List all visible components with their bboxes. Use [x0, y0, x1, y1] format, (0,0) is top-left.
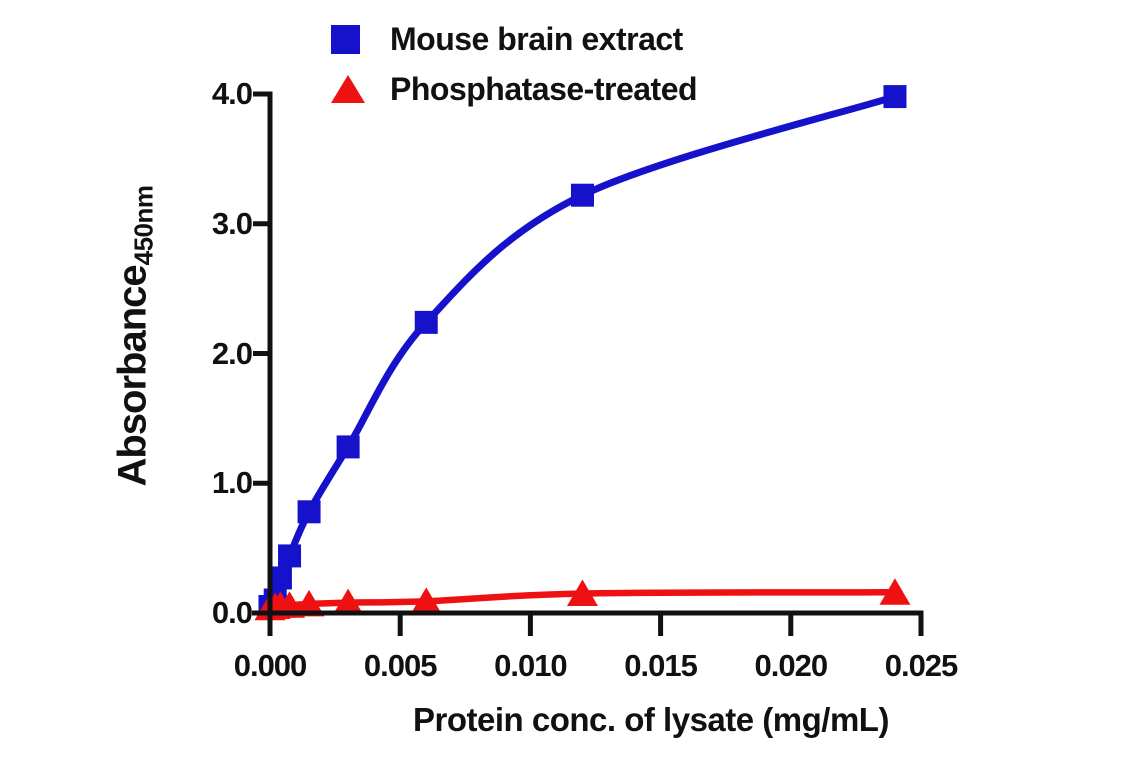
x-axis-title: Protein conc. of lysate (mg/mL) — [413, 701, 889, 738]
legend-item-phosphatase-treated: Phosphatase-treated — [331, 64, 698, 114]
y-axis-title: Absorbance450nm — [111, 185, 160, 486]
x-tick-label: 0.000 — [233, 648, 308, 683]
y-tick-label: 0.0 — [211, 595, 253, 630]
x-tick-label: 0.020 — [754, 648, 829, 683]
legend-swatch-wrap — [331, 24, 390, 54]
square-marker — [297, 500, 321, 524]
legend-label-phosphatase-treated: Phosphatase-treated — [390, 70, 698, 107]
legend-swatch-wrap — [331, 75, 390, 103]
triangle-marker-icon — [331, 75, 365, 103]
x-tick-label: 0.005 — [363, 648, 438, 683]
legend: Mouse brain extract Phosphatase-treated — [331, 14, 698, 114]
square-marker — [336, 435, 360, 459]
y-tick-label: 2.0 — [211, 335, 253, 371]
triangle-marker — [879, 578, 911, 605]
y-tick-label: 1.0 — [211, 465, 253, 501]
square-marker — [570, 183, 594, 207]
series-line-mouse-brain-extract — [266, 93, 899, 611]
legend-item-mouse-brain-extract: Mouse brain extract — [331, 14, 697, 64]
square-marker-icon — [331, 24, 360, 54]
square-marker — [883, 85, 907, 109]
y-tick-label: 3.0 — [211, 205, 253, 241]
x-tick-label: 0.015 — [624, 648, 698, 683]
triangle-marker — [410, 587, 442, 614]
x-tick-label: 0.025 — [884, 648, 959, 683]
square-marker — [278, 544, 302, 568]
triangle-marker — [566, 579, 598, 607]
square-marker — [414, 310, 438, 334]
y-tick-label: 4.0 — [211, 76, 253, 111]
triangle-marker — [332, 588, 364, 616]
y-axis-title-subscript: 450nm — [128, 185, 159, 266]
triangle-marker — [293, 589, 325, 617]
y-axis-title-main: Absorbance — [110, 265, 155, 487]
square-marker — [268, 566, 292, 590]
legend-label-mouse-brain-extract: Mouse brain extract — [390, 20, 683, 57]
x-tick-label: 0.010 — [494, 648, 568, 683]
